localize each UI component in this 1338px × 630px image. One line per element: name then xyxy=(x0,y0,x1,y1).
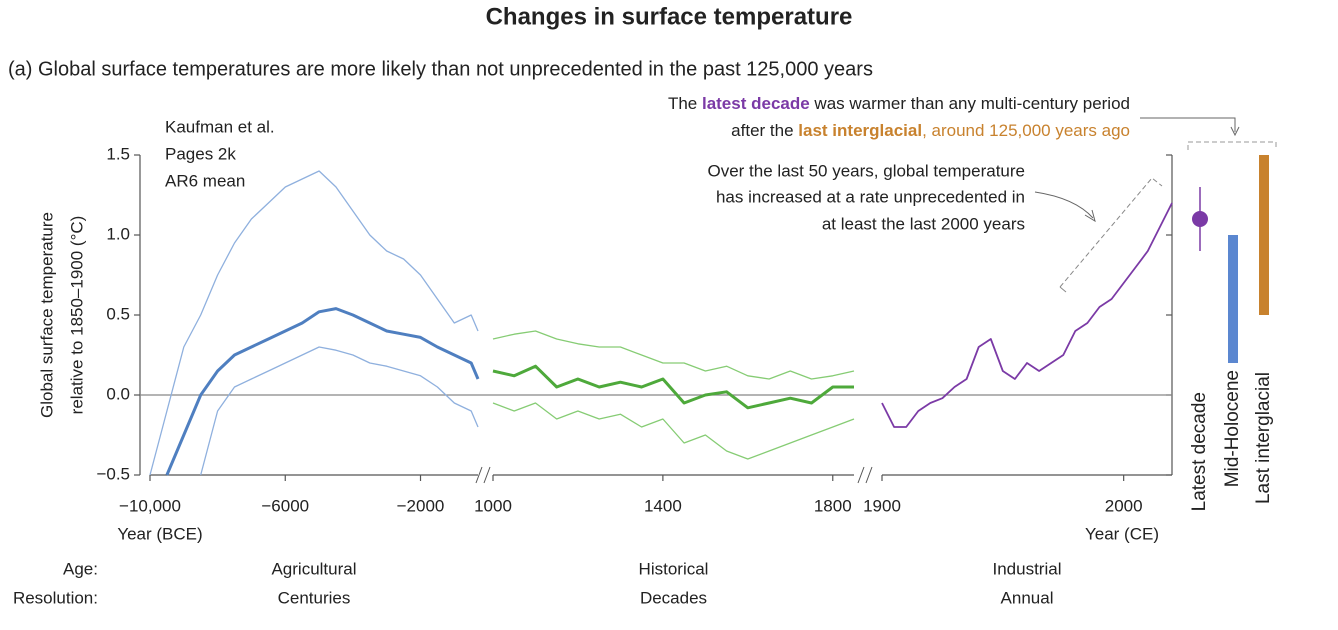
bound-line xyxy=(149,170,479,476)
annotation: after the last interglacial, around 125,… xyxy=(731,121,1130,140)
x-tick-label: −6000 xyxy=(261,496,309,515)
series-line xyxy=(881,202,1173,428)
legend-entry: Pages 2k xyxy=(165,144,236,163)
annotation-text: was warmer than any multi-century period xyxy=(810,94,1130,113)
resolution-label: Centuries xyxy=(278,588,351,607)
series-line xyxy=(165,307,480,476)
annotation: at least the last 2000 years xyxy=(822,214,1025,233)
y-tick-label: 1.5 xyxy=(106,144,130,163)
annotation: Over the last 50 years, global temperatu… xyxy=(708,161,1026,180)
bound-line xyxy=(492,402,855,460)
x-axis-label: Year (BCE) xyxy=(117,524,202,543)
leader xyxy=(1140,117,1236,132)
range-label: Latest decade xyxy=(1189,392,1210,511)
range-bar xyxy=(1228,235,1238,363)
leader xyxy=(1034,191,1094,219)
annotation: has increased at a rate unprecedented in xyxy=(716,187,1025,206)
annotation-highlight: latest decade xyxy=(702,94,810,113)
age-label: Agricultural xyxy=(271,559,356,578)
annotation-text: , around 125,000 years ago xyxy=(922,121,1130,140)
arrowhead xyxy=(1084,209,1096,223)
title: Changes in surface temperature xyxy=(486,3,853,30)
x-tick-label: −2000 xyxy=(397,496,445,515)
x-tick-label: 2000 xyxy=(1105,496,1143,515)
annotation-highlight: last interglacial xyxy=(798,121,922,140)
resolution-label: Decades xyxy=(640,588,707,607)
x-tick-label: 1000 xyxy=(474,496,512,515)
y-tick-label: −0.5 xyxy=(96,464,130,483)
range-bar xyxy=(1259,155,1269,315)
x-axis-label: Year (CE) xyxy=(1085,524,1159,543)
row-label: Resolution: xyxy=(13,588,98,607)
y-axis-label: relative to 1850–1900 (°C) xyxy=(67,216,86,415)
range-point xyxy=(1192,211,1208,227)
range-label: Last interglacial xyxy=(1253,372,1274,504)
subtitle: (a) Global surface temperatures are more… xyxy=(8,58,873,80)
range-label: Mid-Holocene xyxy=(1222,370,1243,487)
y-tick-label: 1.0 xyxy=(106,224,130,243)
annotation: The latest decade was warmer than any mu… xyxy=(668,94,1130,113)
bracket xyxy=(1187,141,1277,150)
resolution-label: Annual xyxy=(1001,588,1054,607)
y-axis-label: Global surface temperature xyxy=(37,212,56,418)
row-label: Age: xyxy=(63,559,98,578)
bracket xyxy=(1059,286,1067,293)
bracket xyxy=(1059,177,1163,288)
age-label: Historical xyxy=(639,559,709,578)
annotation-text: The xyxy=(668,94,702,113)
legend-entry: AR6 mean xyxy=(165,171,245,190)
x-tick-label: −10,000 xyxy=(119,496,181,515)
annotation-text: after the xyxy=(731,121,798,140)
bound-line xyxy=(492,330,855,380)
y-tick-label: 0.5 xyxy=(106,304,130,323)
x-tick-label: 1900 xyxy=(863,496,901,515)
series-line xyxy=(492,364,854,410)
x-tick-label: 1400 xyxy=(644,496,682,515)
arrowhead xyxy=(1230,126,1240,137)
axis-break xyxy=(475,466,873,484)
age-label: Industrial xyxy=(993,559,1062,578)
y-tick-label: 0.0 xyxy=(106,384,130,403)
legend-entry: Kaufman et al. xyxy=(165,117,275,136)
bound-line xyxy=(200,346,479,476)
x-tick-label: 1800 xyxy=(814,496,852,515)
